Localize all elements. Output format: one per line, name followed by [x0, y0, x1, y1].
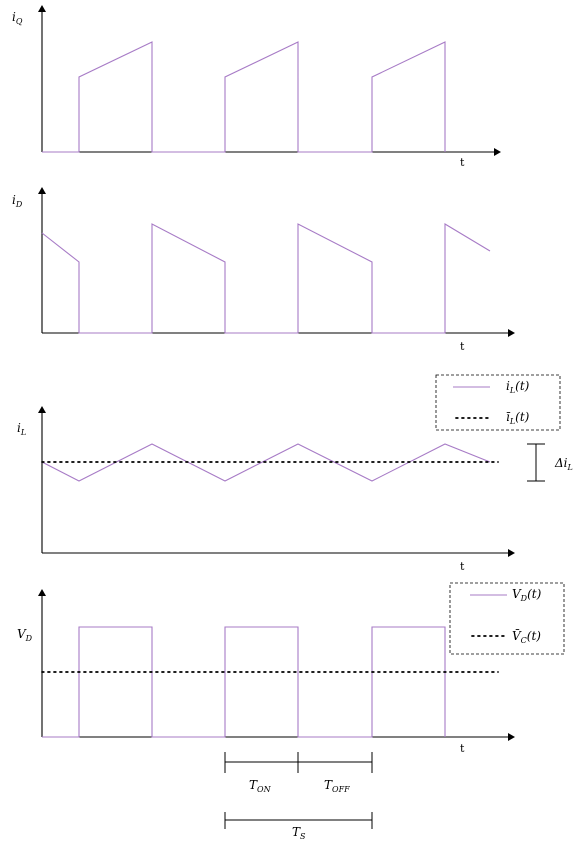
- legend-entry-il-avg: īL(t): [506, 410, 530, 426]
- inductor-legend: iL(t) īL(t): [435, 374, 561, 431]
- diode-voltage-waveform: [42, 626, 446, 738]
- inductor-legend-box: [435, 374, 561, 431]
- panel4-y-label: VD: [17, 627, 33, 643]
- t-off-label: TOFF: [324, 778, 350, 794]
- panel2-t-label: t: [460, 340, 465, 353]
- timing-annotations: TON TOFF TS: [224, 752, 373, 841]
- legend-entry-vc-avg: V̄C(t): [512, 628, 541, 645]
- switch-current-waveform: [42, 41, 446, 153]
- diode-current-waveform: [41, 223, 491, 334]
- voltage-legend-box: [449, 582, 565, 655]
- panel1-t-label: t: [460, 156, 465, 169]
- panel-switch-current: iQ t: [12, 5, 501, 169]
- t-s-label: TS: [292, 825, 306, 841]
- inductor-current-waveform: [41, 443, 491, 482]
- voltage-legend: VD(t) V̄C(t): [449, 582, 565, 655]
- legend-entry-il: iL(t): [506, 379, 530, 395]
- ripple-bracket: [527, 443, 545, 482]
- t-on-label: TON: [249, 778, 272, 794]
- panel3-t-label: t: [460, 560, 465, 573]
- panel1-y-label: iQ: [12, 10, 23, 26]
- panel2-y-label: iD: [12, 193, 23, 209]
- panel-diode-voltage: VD t VD(t) V̄C(t): [17, 582, 565, 755]
- panel3-y-label: iL: [17, 421, 26, 437]
- panel-diode-current: iD t: [12, 187, 515, 353]
- legend-entry-vd: VD(t): [512, 587, 542, 603]
- ripple-label: ΔiL: [554, 456, 573, 472]
- panel4-t-label: t: [460, 742, 465, 755]
- panel-inductor-current: iL t ΔiL iL(t) īL(t): [17, 374, 573, 573]
